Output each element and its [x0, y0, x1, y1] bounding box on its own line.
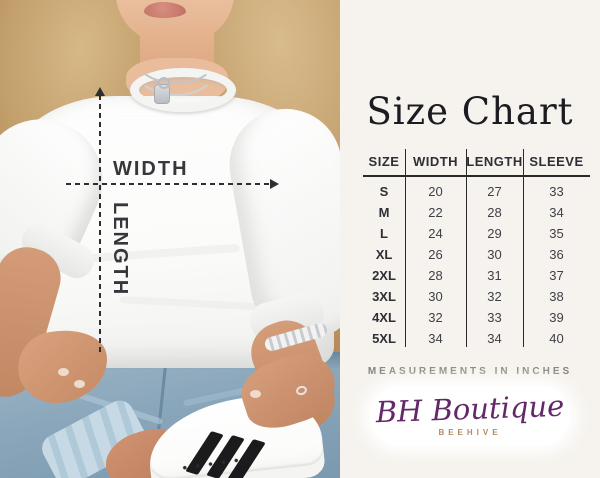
- width-arrowhead-icon: [270, 179, 279, 189]
- table-body: S 20 27 33 M 22 28 34 L 24 29 35: [363, 177, 590, 349]
- size-cell: 4XL: [372, 310, 396, 325]
- table-row: L 24 29 35: [363, 223, 590, 244]
- brand-logo: BH Boutique BEEHIVE: [340, 384, 600, 456]
- table-row: S 20 27 33: [363, 181, 590, 202]
- table-row: 3XL 30 32 38: [363, 286, 590, 307]
- table-column-divider: [405, 149, 406, 347]
- size-cell: S: [379, 184, 389, 199]
- width-label: WIDTH: [113, 158, 189, 180]
- size-cell: 5XL: [372, 331, 396, 346]
- width-cell: 22: [428, 205, 443, 220]
- table-column-divider: [466, 149, 467, 347]
- length-cell: 33: [487, 310, 502, 325]
- size-cell: 2XL: [372, 268, 396, 283]
- size-chart-panel: Size Chart SIZE WIDTH LENGTH SLEEVE S 20…: [340, 0, 600, 478]
- fingernail: [74, 380, 85, 388]
- logo-background-blob: [370, 386, 570, 446]
- length-label: LENGTH: [109, 202, 131, 297]
- product-photo: WIDTH LENGTH: [0, 0, 340, 478]
- necklace-lock-pendant: [154, 77, 170, 104]
- table-row: M 22 28 34: [363, 202, 590, 223]
- brand-tagline: BEEHIVE: [438, 428, 502, 437]
- table-row: 4XL 32 33 39: [363, 307, 590, 328]
- sleeve-cell: 37: [549, 268, 564, 283]
- size-cell: M: [378, 205, 390, 220]
- table-row: 2XL 28 31 37: [363, 265, 590, 286]
- sleeve-cell: 35: [549, 226, 564, 241]
- length-cell: 28: [487, 205, 502, 220]
- size-cell: XL: [375, 247, 393, 262]
- table-header-row: SIZE WIDTH LENGTH SLEEVE: [363, 147, 590, 177]
- width-cell: 24: [428, 226, 443, 241]
- width-cell: 30: [428, 289, 443, 304]
- fingernail: [250, 390, 261, 398]
- length-cell: 27: [487, 184, 502, 199]
- column-header-size: SIZE: [368, 153, 400, 169]
- sleeve-cell: 40: [549, 331, 564, 346]
- model-lips: [144, 2, 186, 18]
- necklace-chain: [134, 38, 218, 96]
- size-cell: 3XL: [372, 289, 396, 304]
- table-row: 5XL 34 34 40: [363, 328, 590, 349]
- table-column-divider: [523, 149, 524, 347]
- length-cell: 29: [487, 226, 502, 241]
- length-cell: 30: [487, 247, 502, 262]
- sleeve-cell: 34: [549, 205, 564, 220]
- length-arrowhead-icon: [95, 87, 105, 96]
- sleeve-cell: 38: [549, 289, 564, 304]
- column-header-length: LENGTH: [466, 153, 523, 169]
- width-arrow: [66, 183, 272, 185]
- length-cell: 31: [487, 268, 502, 283]
- length-arrow: [99, 95, 101, 355]
- column-header-width: WIDTH: [412, 153, 459, 169]
- sleeve-cell: 36: [549, 247, 564, 262]
- width-cell: 34: [428, 331, 443, 346]
- length-cell: 34: [487, 331, 502, 346]
- sleeve-cell: 33: [549, 184, 564, 199]
- column-header-sleeve: SLEEVE: [529, 153, 584, 169]
- size-table: SIZE WIDTH LENGTH SLEEVE S 20 27 33 M 22…: [363, 147, 590, 349]
- width-cell: 20: [428, 184, 443, 199]
- units-note: MEASUREMENTS IN INCHES: [367, 366, 573, 377]
- size-cell: L: [380, 226, 388, 241]
- page-title: Size Chart: [366, 90, 574, 133]
- width-cell: 32: [428, 310, 443, 325]
- table-row: XL 26 30 36: [363, 244, 590, 265]
- width-cell: 28: [428, 268, 443, 283]
- length-cell: 32: [487, 289, 502, 304]
- width-cell: 26: [428, 247, 443, 262]
- sleeve-cell: 39: [549, 310, 564, 325]
- fingernail: [58, 368, 69, 376]
